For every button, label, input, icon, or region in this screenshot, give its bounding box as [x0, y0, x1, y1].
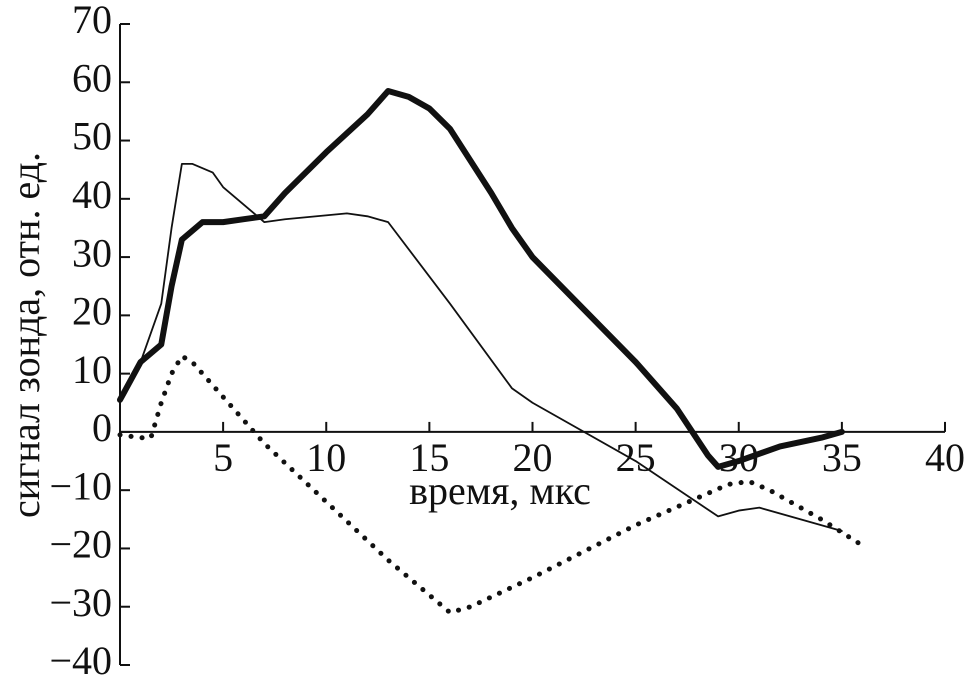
y-tick-label: 30	[72, 230, 112, 275]
y-tick-label: 60	[72, 55, 112, 100]
x-tick-label: 10	[306, 435, 346, 480]
series-line	[117, 353, 865, 616]
y-tick-label: −10	[49, 463, 112, 508]
y-tick-label: 0	[92, 405, 112, 450]
x-tick-label: 25	[616, 435, 656, 480]
y-tick-label: −20	[49, 522, 112, 567]
y-tick-label: 40	[72, 172, 112, 217]
x-axis-label: время, мкс	[409, 468, 591, 513]
y-tick-label: 20	[72, 289, 112, 334]
series-line	[117, 88, 845, 470]
y-tick-label: −40	[49, 638, 112, 683]
x-tick-label: 15	[409, 435, 449, 480]
y-tick-label: 70	[72, 0, 112, 42]
x-tick-label: 35	[822, 435, 862, 480]
x-tick-label: 5	[213, 435, 233, 480]
x-tick-label: 20	[513, 435, 553, 480]
y-tick-label: −30	[49, 580, 112, 625]
series-line	[119, 162, 843, 532]
x-tick-label: 40	[925, 435, 964, 480]
y-tick-label: 50	[72, 114, 112, 159]
y-tick-label: 10	[72, 347, 112, 392]
y-axis-label: сигнал зонда, отн. ед.	[3, 152, 48, 518]
